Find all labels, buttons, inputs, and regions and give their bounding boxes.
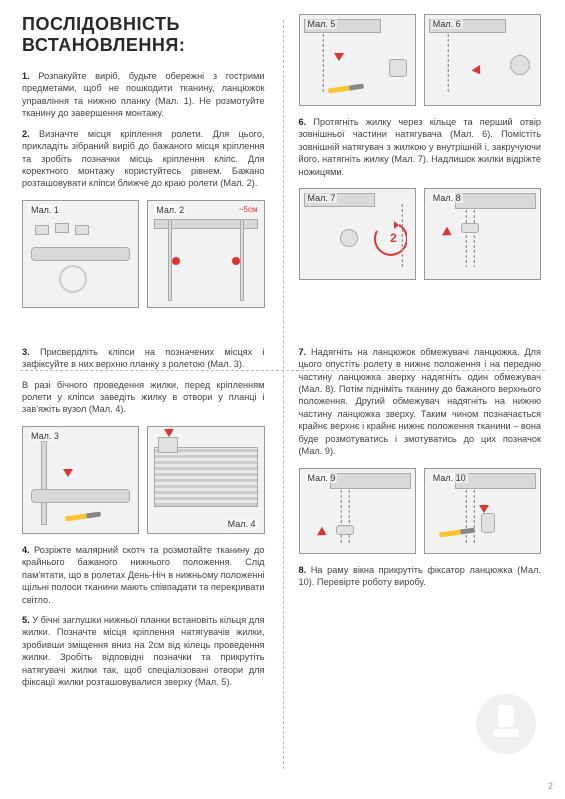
step-text: Розріжте малярний скотч та розмотайте тк… [22,545,265,605]
column-right-bottom: 7. Надягніть на ланцюжок обмежувачі ланц… [283,332,565,711]
figure-label: Мал. 8 [431,193,463,203]
watermark-icon [471,689,541,759]
step-6: 6. Протягніть жилку через кільце та перш… [299,116,542,178]
step-num: 3. [22,347,30,357]
horizontal-divider [20,370,545,371]
step-5: 5. У бічні заглушки нижньої планки встан… [22,614,265,689]
step-num: 1. [22,71,30,81]
step-text: Присвердліть кліпси на позначених місцях… [22,347,265,369]
step-num: 8. [299,565,307,575]
figure-8: Мал. 8 [424,188,541,280]
figure-10: Мал. 10 [424,468,541,554]
figure-9: Мал. 9 [299,468,416,554]
figure-label: Мал. 3 [29,431,61,441]
vertical-divider [283,20,284,769]
figure-label: Мал. 4 [226,519,258,529]
figure-row-1-2: Мал. 1 Мал. 2 ~5см [22,200,265,308]
step-text: Розпакуйте виріб, будьте обережні з гост… [22,71,265,118]
column-left-top: ПОСЛІДОВНІСТЬ ВСТАНОВЛЕННЯ: 1. Розпакуйт… [0,0,283,332]
figure-row-5-6: Мал. 5 Мал. 6 [299,14,542,106]
step-2: 2. Визначте місця кріплення ролети. Для … [22,128,265,190]
step-num: 4. [22,545,30,555]
step-3: 3. Присвердліть кліпси на позначених міс… [22,346,265,371]
figure-row-7-8: Мал. 7 2 Мал. 8 [299,188,542,280]
figure-3: Мал. 3 [22,426,139,534]
column-right-top: Мал. 5 Мал. 6 6. Протягніть жилку через … [283,0,565,332]
figure-5: Мал. 5 [299,14,416,106]
figure-2: Мал. 2 ~5см [147,200,264,308]
step-num: 7. [299,347,307,357]
step-text: У бічні заглушки нижньої планки встанові… [22,615,265,687]
step-text: Протягніть жилку через кільце та перший … [299,117,542,177]
step-text: Надягніть на ланцюжок обмежувачі ланцюжк… [299,347,542,456]
page-number: 2 [548,781,553,791]
step-num: 6. [299,117,307,127]
figure-label: Мал. 2 [154,205,186,215]
figure-6: Мал. 6 [424,14,541,106]
step-text: На раму вікна прикрутіть фіксатор ланцюж… [299,565,542,587]
step-8: 8. На раму вікна прикрутіть фіксатор лан… [299,564,542,589]
step-text: В разі бічного проведення жилки, перед к… [22,380,265,415]
figure-label: Мал. 1 [29,205,61,215]
figure-1: Мал. 1 [22,200,139,308]
figure-label: Мал. 9 [306,473,338,483]
figure-label: Мал. 10 [431,473,468,483]
figure-row-3-4: Мал. 3 Мал. 4 [22,426,265,534]
step-7: 7. Надягніть на ланцюжок обмежувачі ланц… [299,346,542,458]
step-text: Визначте місця кріплення ролети. Для цьо… [22,129,265,189]
step-3b: В разі бічного проведення жилки, перед к… [22,379,265,416]
step-num: 5. [22,615,30,625]
column-left-bottom: 3. Присвердліть кліпси на позначених міс… [0,332,283,711]
page-title: ПОСЛІДОВНІСТЬ ВСТАНОВЛЕННЯ: [22,14,265,56]
step-1: 1. Розпакуйте виріб, будьте обережні з г… [22,70,265,120]
figure-7: Мал. 7 2 [299,188,416,280]
step-4: 4. Розріжте малярний скотч та розмотайте… [22,544,265,606]
figure-4: Мал. 4 [147,426,264,534]
dimension-note: ~5см [239,205,258,214]
figure-label: Мал. 5 [306,19,338,29]
step-num: 2. [22,129,30,139]
figure-label: Мал. 7 [306,193,338,203]
figure-label: Мал. 6 [431,19,463,29]
figure-row-9-10: Мал. 9 Мал. 10 [299,468,542,554]
